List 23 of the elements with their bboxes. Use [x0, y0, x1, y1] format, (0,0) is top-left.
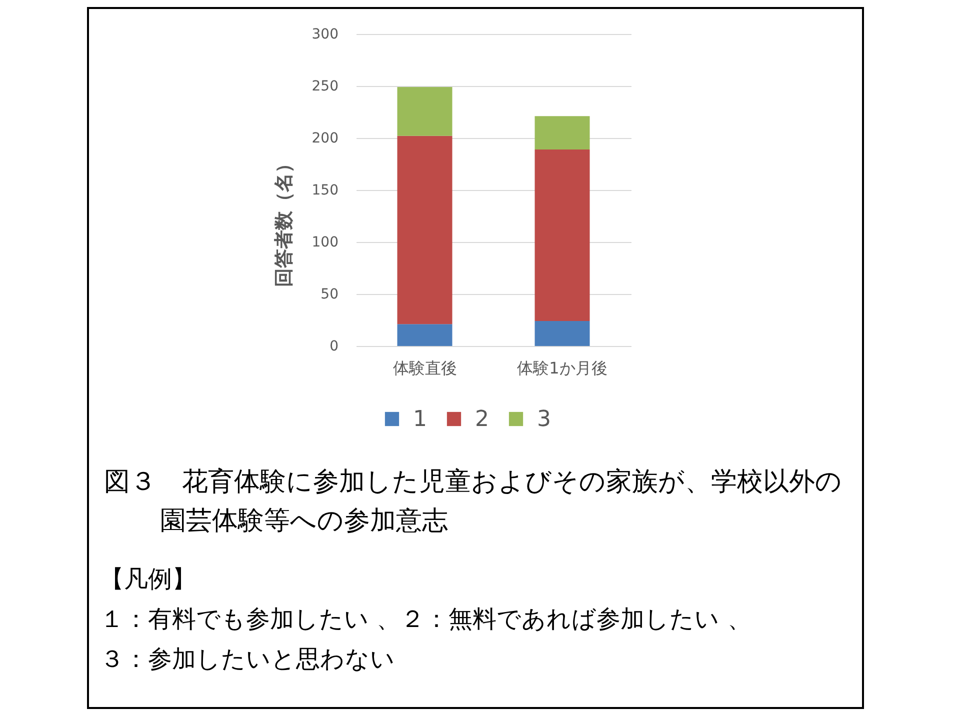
text: 【凡例】 — [100, 565, 196, 593]
legend-label: 1 — [413, 407, 427, 432]
bar — [534, 116, 590, 150]
y-axis-title: 回答者数（名） — [272, 154, 295, 287]
legend-label: 2 — [475, 407, 489, 432]
x-tick-label: 体験1か月後 — [517, 358, 608, 378]
legend-label: 3 — [537, 407, 551, 432]
bar — [534, 321, 590, 346]
x-tick-label: 体験直後 — [392, 358, 457, 378]
y-tick-label: 100 — [312, 234, 338, 250]
y-tick-label: 250 — [312, 78, 338, 94]
bar — [397, 136, 452, 324]
y-tick-label: 0 — [330, 338, 338, 354]
text: 図３ 花育体験に参加した児童およびその家族が、学校以外の園芸体験等への参加意志 — [104, 467, 842, 536]
y-tick-label: 300 — [312, 26, 338, 42]
bar — [397, 87, 452, 136]
bar — [534, 149, 590, 322]
text: ３：参加したいと思わない — [100, 645, 395, 673]
y-tick-label: 50 — [320, 286, 338, 302]
bar — [397, 324, 452, 346]
text: １：有料でも参加したい 、２：無料であれば参加したい 、 — [100, 605, 752, 633]
y-tick-label: 200 — [312, 130, 338, 146]
y-tick-label: 150 — [312, 182, 338, 198]
